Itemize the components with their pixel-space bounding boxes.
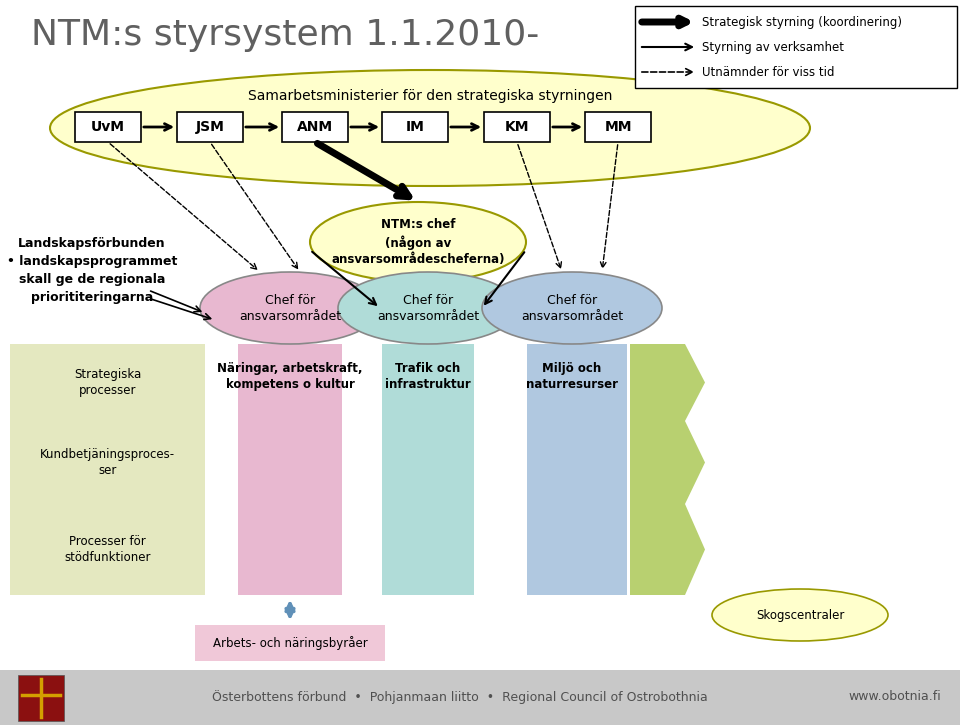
Ellipse shape <box>482 272 662 344</box>
FancyBboxPatch shape <box>382 112 448 142</box>
Text: Chef för
ansvarsområdet: Chef för ansvarsområdet <box>521 294 623 323</box>
Text: Processer för
stödfunktioner: Processer för stödfunktioner <box>64 535 151 564</box>
Text: NTM:s styrsystem 1.1.2010-: NTM:s styrsystem 1.1.2010- <box>31 18 540 52</box>
Text: Chef för
ansvarsområdet: Chef för ansvarsområdet <box>239 294 341 323</box>
Ellipse shape <box>310 202 526 282</box>
FancyBboxPatch shape <box>195 625 385 661</box>
Text: UvM: UvM <box>91 120 125 134</box>
FancyBboxPatch shape <box>10 344 205 421</box>
Text: Trafik och
infrastruktur: Trafik och infrastruktur <box>385 362 470 391</box>
Text: Näringar, arbetskraft,
kompetens o kultur: Näringar, arbetskraft, kompetens o kultu… <box>217 362 363 391</box>
Polygon shape <box>630 344 705 421</box>
Text: Utnämnder för viss tid: Utnämnder för viss tid <box>702 65 834 78</box>
FancyBboxPatch shape <box>0 670 960 725</box>
Text: NTM:s chef
(någon av
ansvarsområdescheferna): NTM:s chef (någon av ansvarsområdeschefe… <box>331 218 505 265</box>
Text: Arbets- och näringsbyråer: Arbets- och näringsbyråer <box>212 636 368 650</box>
Ellipse shape <box>338 272 518 344</box>
Text: JSM: JSM <box>196 120 225 134</box>
Text: Styrning av verksamhet: Styrning av verksamhet <box>702 41 844 54</box>
FancyBboxPatch shape <box>10 421 205 504</box>
Text: Strategisk styrning (koordinering): Strategisk styrning (koordinering) <box>702 15 902 28</box>
Ellipse shape <box>712 589 888 641</box>
FancyBboxPatch shape <box>382 344 474 595</box>
Text: ANM: ANM <box>297 120 333 134</box>
FancyBboxPatch shape <box>282 112 348 142</box>
FancyBboxPatch shape <box>484 112 550 142</box>
Ellipse shape <box>50 70 810 186</box>
Polygon shape <box>630 504 705 595</box>
Text: Österbottens förbund  •  Pohjanmaan liitto  •  Regional Council of Ostrobothnia: Österbottens förbund • Pohjanmaan liitto… <box>212 690 708 704</box>
Text: Kundbetjäningsproces-
ser: Kundbetjäningsproces- ser <box>40 448 175 477</box>
Text: Strategiska
processer: Strategiska processer <box>74 368 141 397</box>
FancyBboxPatch shape <box>238 344 342 595</box>
FancyBboxPatch shape <box>10 504 205 595</box>
Text: Samarbetsministerier för den strategiska styrningen: Samarbetsministerier för den strategiska… <box>248 89 612 103</box>
FancyBboxPatch shape <box>527 344 627 595</box>
Text: Miljö och
naturresurser: Miljö och naturresurser <box>526 362 618 391</box>
Text: Chef för
ansvarsområdet: Chef för ansvarsområdet <box>377 294 479 323</box>
FancyBboxPatch shape <box>585 112 651 142</box>
FancyBboxPatch shape <box>635 6 957 88</box>
Text: www.obotnia.fi: www.obotnia.fi <box>849 690 942 703</box>
FancyBboxPatch shape <box>18 675 64 721</box>
Text: IM: IM <box>405 120 424 134</box>
FancyBboxPatch shape <box>177 112 243 142</box>
Text: Landskapsförbunden
• landskapsprogrammet
skall ge de regionala
priorititeringarn: Landskapsförbunden • landskapsprogrammet… <box>7 236 178 304</box>
Polygon shape <box>630 421 705 504</box>
FancyBboxPatch shape <box>75 112 141 142</box>
Text: KM: KM <box>505 120 529 134</box>
Text: Skogscentraler: Skogscentraler <box>756 608 844 621</box>
Text: MM: MM <box>604 120 632 134</box>
Ellipse shape <box>200 272 380 344</box>
